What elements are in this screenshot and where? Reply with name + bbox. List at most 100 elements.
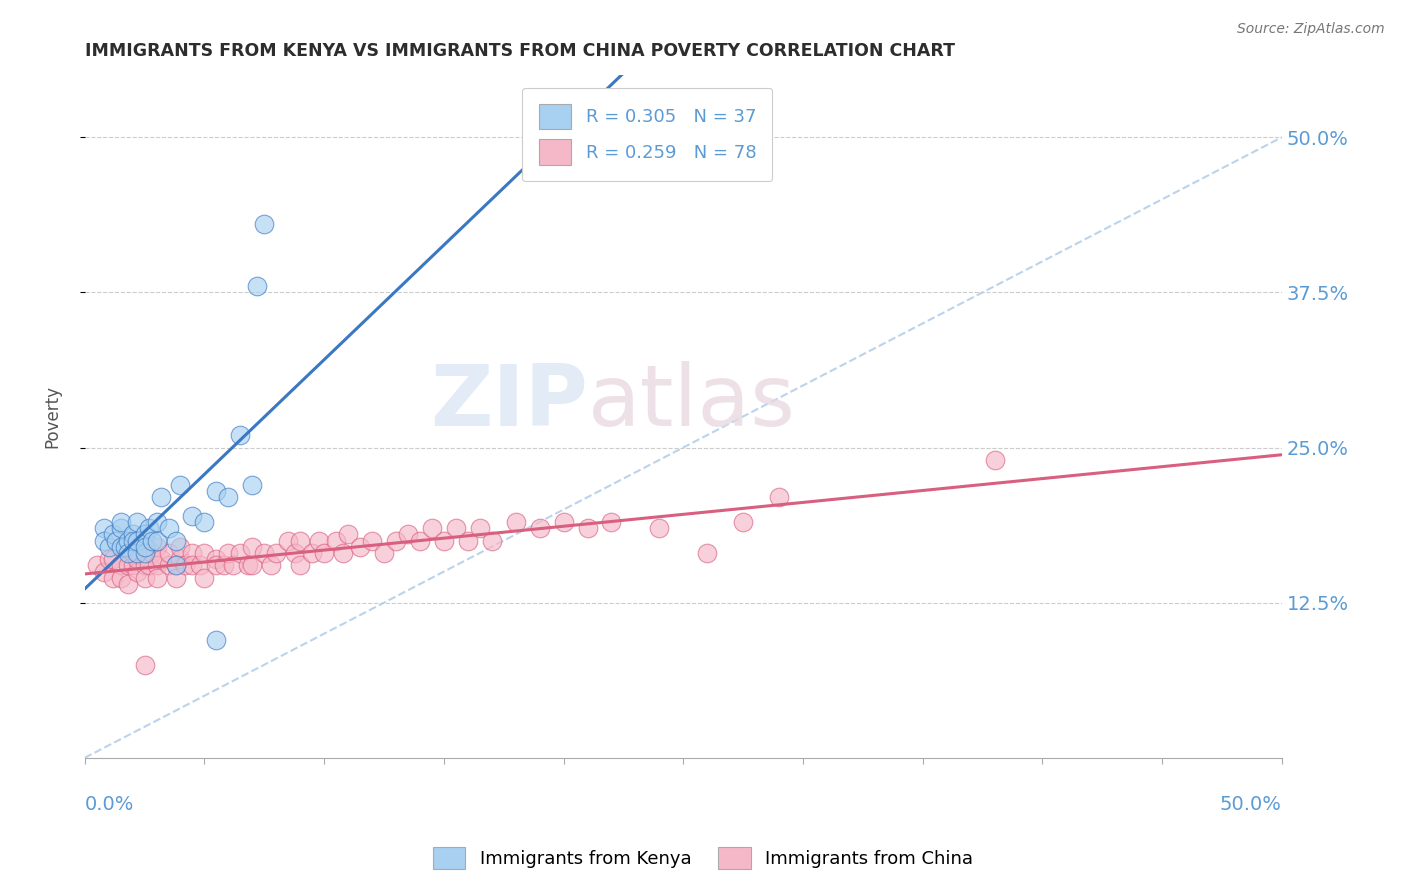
Point bbox=[193, 571, 215, 585]
Legend: R = 0.305   N = 37, R = 0.259   N = 78: R = 0.305 N = 37, R = 0.259 N = 78 bbox=[523, 87, 772, 181]
Point bbox=[150, 490, 173, 504]
Point bbox=[121, 558, 143, 573]
Point bbox=[337, 527, 360, 541]
Text: 50.0%: 50.0% bbox=[1220, 796, 1282, 814]
Point bbox=[103, 552, 125, 566]
Point bbox=[145, 558, 167, 573]
Point bbox=[97, 552, 120, 566]
Point bbox=[325, 533, 347, 548]
Point bbox=[134, 527, 156, 541]
Point bbox=[361, 533, 384, 548]
Point bbox=[181, 546, 204, 560]
Point bbox=[169, 477, 191, 491]
Point bbox=[86, 558, 108, 573]
Point bbox=[157, 546, 180, 560]
Point bbox=[157, 521, 180, 535]
Point bbox=[117, 533, 139, 548]
Point bbox=[253, 546, 276, 560]
Point bbox=[127, 552, 149, 566]
Point bbox=[127, 533, 149, 548]
Point bbox=[141, 533, 163, 548]
Point bbox=[193, 515, 215, 529]
Point bbox=[114, 540, 136, 554]
Point bbox=[468, 521, 491, 535]
Point bbox=[150, 552, 173, 566]
Point bbox=[110, 521, 132, 535]
Text: atlas: atlas bbox=[588, 361, 796, 444]
Point bbox=[138, 521, 160, 535]
Point bbox=[373, 546, 395, 560]
Point bbox=[983, 453, 1005, 467]
Y-axis label: Poverty: Poverty bbox=[44, 385, 60, 448]
Point bbox=[217, 546, 239, 560]
Text: 0.0%: 0.0% bbox=[84, 796, 134, 814]
Point bbox=[246, 279, 269, 293]
Point bbox=[188, 558, 211, 573]
Legend: Immigrants from Kenya, Immigrants from China: Immigrants from Kenya, Immigrants from C… bbox=[426, 839, 980, 876]
Point bbox=[481, 533, 503, 548]
Point bbox=[205, 632, 228, 647]
Point bbox=[97, 540, 120, 554]
Point bbox=[529, 521, 551, 535]
Point bbox=[396, 527, 419, 541]
Point bbox=[222, 558, 245, 573]
Point bbox=[157, 558, 180, 573]
Point bbox=[134, 657, 156, 672]
Point bbox=[553, 515, 575, 529]
Point bbox=[290, 558, 312, 573]
Point bbox=[169, 552, 191, 566]
Point bbox=[205, 483, 228, 498]
Point bbox=[505, 515, 527, 529]
Point bbox=[229, 428, 252, 442]
Point bbox=[145, 540, 167, 554]
Point bbox=[457, 533, 479, 548]
Point bbox=[117, 546, 139, 560]
Point bbox=[134, 558, 156, 573]
Point bbox=[145, 515, 167, 529]
Point bbox=[444, 521, 467, 535]
Point bbox=[134, 540, 156, 554]
Point bbox=[733, 515, 755, 529]
Point bbox=[290, 533, 312, 548]
Point bbox=[134, 546, 156, 560]
Point bbox=[308, 533, 330, 548]
Point bbox=[576, 521, 599, 535]
Point bbox=[165, 558, 187, 573]
Point bbox=[110, 515, 132, 529]
Point bbox=[212, 558, 235, 573]
Point bbox=[349, 540, 371, 554]
Point bbox=[141, 546, 163, 560]
Point bbox=[121, 527, 143, 541]
Point bbox=[696, 546, 718, 560]
Point bbox=[165, 533, 187, 548]
Point bbox=[240, 558, 263, 573]
Point bbox=[93, 533, 115, 548]
Point bbox=[600, 515, 623, 529]
Text: IMMIGRANTS FROM KENYA VS IMMIGRANTS FROM CHINA POVERTY CORRELATION CHART: IMMIGRANTS FROM KENYA VS IMMIGRANTS FROM… bbox=[84, 42, 955, 60]
Point bbox=[145, 533, 167, 548]
Point bbox=[277, 533, 299, 548]
Point bbox=[332, 546, 354, 560]
Point bbox=[103, 527, 125, 541]
Point bbox=[193, 546, 215, 560]
Point bbox=[768, 490, 790, 504]
Point bbox=[103, 571, 125, 585]
Point bbox=[169, 540, 191, 554]
Point bbox=[181, 508, 204, 523]
Point bbox=[205, 552, 228, 566]
Point bbox=[409, 533, 432, 548]
Point bbox=[314, 546, 336, 560]
Point bbox=[181, 558, 204, 573]
Point bbox=[240, 540, 263, 554]
Point bbox=[104, 533, 127, 548]
Point bbox=[110, 558, 132, 573]
Text: Source: ZipAtlas.com: Source: ZipAtlas.com bbox=[1237, 22, 1385, 37]
Point bbox=[174, 558, 197, 573]
Text: ZIP: ZIP bbox=[430, 361, 588, 444]
Point bbox=[433, 533, 456, 548]
Point bbox=[301, 546, 323, 560]
Point bbox=[165, 571, 187, 585]
Point bbox=[253, 217, 276, 231]
Point bbox=[264, 546, 287, 560]
Point bbox=[93, 521, 115, 535]
